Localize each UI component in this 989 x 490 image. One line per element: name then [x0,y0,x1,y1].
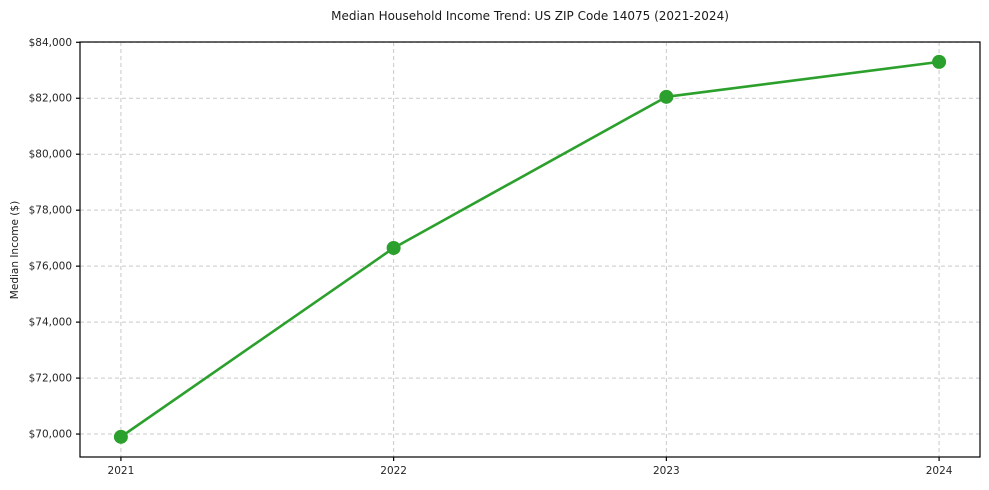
x-tick-label: 2021 [108,465,135,477]
y-axis-label: Median Income ($) [9,200,21,300]
x-tick-label: 2022 [380,465,407,477]
plot-border [79,41,981,458]
x-tick-label: 2023 [653,465,680,477]
chart-title: Median Household Income Trend: US ZIP Co… [331,9,729,23]
y-tick-label: $74,000 [29,317,72,329]
trend-line [119,60,941,439]
y-tick-label: $80,000 [29,149,72,161]
data-point-marker [386,240,401,255]
x-tick-label: 2024 [926,465,953,477]
y-tick-label: $82,000 [29,93,72,105]
y-tick-label: $84,000 [29,37,72,49]
data-point-marker [659,89,674,104]
data-point-marker [932,54,947,69]
y-tick-label: $76,000 [29,261,72,273]
y-tick-label: $78,000 [29,205,72,217]
y-tick-label: $70,000 [29,429,72,441]
y-tick-label: $72,000 [29,373,72,385]
data-point-marker [113,429,128,444]
